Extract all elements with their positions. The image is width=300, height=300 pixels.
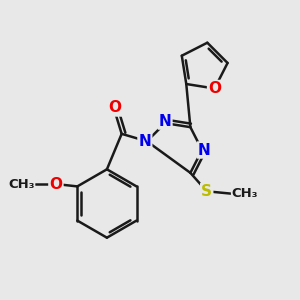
Text: N: N: [139, 134, 151, 149]
Text: CH₃: CH₃: [8, 178, 34, 190]
Text: N: N: [159, 114, 171, 129]
Text: N: N: [198, 142, 211, 158]
Text: S: S: [201, 184, 212, 199]
Text: O: O: [208, 81, 221, 96]
Text: O: O: [109, 100, 122, 116]
Text: CH₃: CH₃: [232, 187, 258, 200]
Text: O: O: [50, 176, 62, 191]
